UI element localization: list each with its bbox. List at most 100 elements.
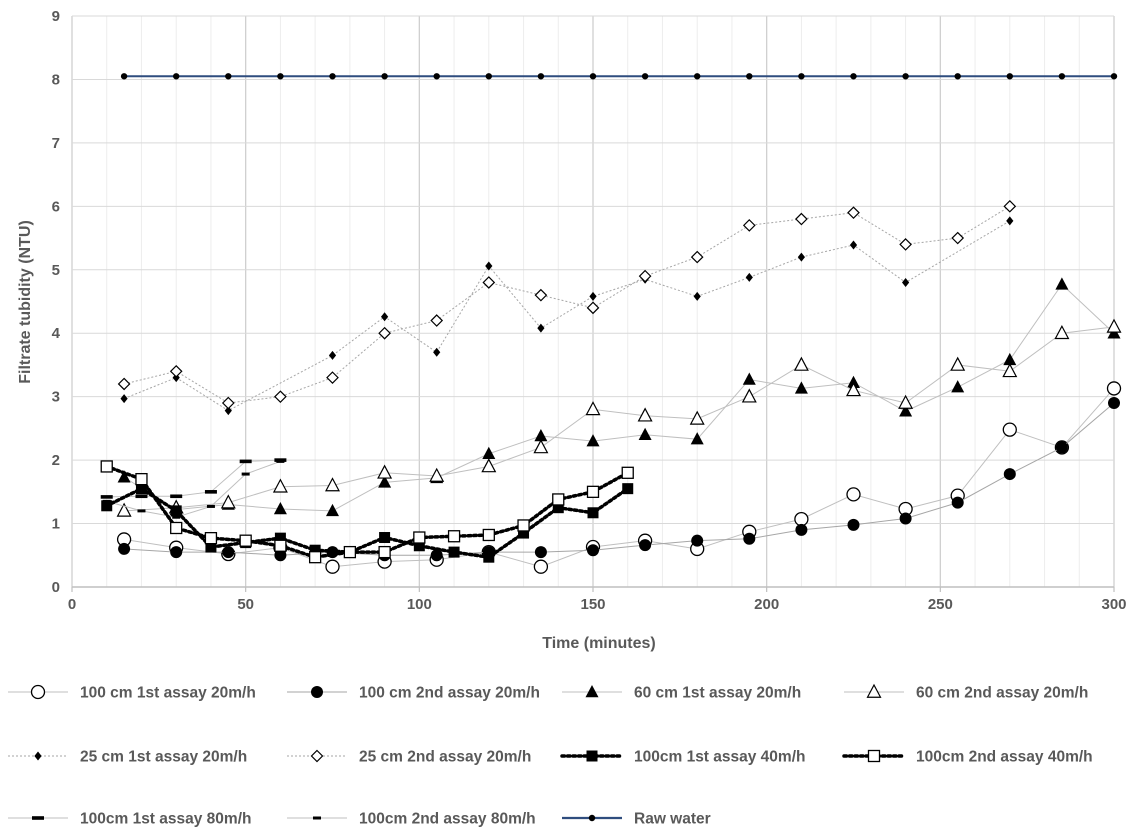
data-point — [847, 375, 860, 388]
legend-marker — [586, 750, 598, 762]
data-point — [485, 261, 493, 271]
data-point — [637, 407, 653, 422]
data-point — [274, 549, 287, 562]
legend-item: 100 cm 1st assay 20m/h — [8, 685, 256, 702]
data-point — [273, 501, 287, 515]
series-5 — [120, 216, 1014, 416]
series-4 — [116, 318, 1122, 517]
data-point — [534, 546, 547, 559]
data-point — [221, 396, 235, 410]
series-line — [123, 205, 1011, 404]
data-point — [173, 73, 180, 80]
data-point — [205, 541, 217, 553]
data-point — [795, 523, 808, 536]
data-point — [1058, 73, 1066, 80]
data-point — [326, 371, 339, 384]
data-point — [533, 439, 549, 454]
data-point — [206, 504, 215, 508]
data-point — [902, 73, 909, 80]
data-point — [518, 527, 530, 539]
data-point — [589, 73, 597, 80]
data-point — [793, 356, 809, 371]
data-point — [241, 472, 250, 476]
data-point — [308, 551, 322, 564]
gridlines — [71, 15, 1115, 588]
tick-labels: 0 50 100 150 200 250 300 0 1 2 3 4 5 6 7 8 9 — [52, 8, 1127, 613]
legend-label: 25 cm 1st assay 20m/h — [80, 749, 247, 766]
plot-area — [100, 73, 1122, 574]
data-point — [170, 505, 182, 517]
y-tick-label: 1 — [52, 516, 60, 533]
data-point — [170, 521, 183, 535]
data-point — [693, 291, 701, 301]
data-point — [1006, 216, 1014, 226]
data-point — [950, 356, 966, 371]
data-point — [448, 546, 460, 558]
data-point — [309, 544, 321, 556]
legend-marker — [310, 749, 324, 763]
data-point — [585, 401, 601, 416]
x-tick-label: 150 — [580, 596, 605, 613]
data-point — [898, 394, 914, 409]
legend-item: 60 cm 1st assay 20m/h — [562, 685, 801, 702]
data-point — [795, 212, 808, 226]
legend-label: 100cm 1st assay 80m/h — [80, 811, 251, 828]
legend-item: Raw water — [562, 811, 711, 828]
y-axis-title: Filtrate tubidity (NTU) — [17, 220, 34, 384]
data-point — [120, 73, 128, 80]
data-point — [537, 73, 545, 80]
data-point — [204, 490, 217, 494]
data-point — [1002, 363, 1018, 378]
data-point — [485, 73, 492, 80]
data-point — [639, 539, 652, 552]
data-point — [220, 494, 236, 509]
data-point — [433, 73, 440, 80]
data-point — [794, 511, 809, 527]
legend-item: 25 cm 2nd assay 20m/h — [287, 749, 531, 766]
data-point — [433, 347, 441, 357]
legend-label: 100 cm 1st assay 20m/h — [80, 685, 256, 702]
data-point — [482, 446, 496, 460]
data-point — [1003, 352, 1017, 366]
series-line — [124, 388, 1115, 568]
y-tick-label: 0 — [52, 579, 60, 596]
data-point — [239, 459, 252, 464]
legend-label: Raw water — [634, 811, 711, 828]
data-point — [899, 404, 913, 417]
legend: 100 cm 1st assay 20m/h 100 cm 2nd assay 2… — [8, 683, 1093, 828]
data-point — [1055, 441, 1068, 454]
data-point — [381, 312, 389, 322]
legend-item: 100cm 2nd assay 80m/h — [287, 811, 536, 828]
legend-label: 25 cm 2nd assay 20m/h — [359, 749, 531, 766]
data-point — [481, 458, 497, 473]
data-point — [622, 483, 634, 495]
data-point — [135, 483, 147, 495]
data-point — [274, 532, 286, 544]
data-point — [847, 206, 860, 220]
data-point — [587, 544, 599, 557]
data-point — [170, 546, 183, 559]
data-point — [797, 252, 805, 262]
data-point — [690, 432, 704, 445]
series-line — [124, 326, 1115, 512]
data-point — [377, 464, 393, 479]
data-point — [225, 73, 232, 80]
data-point — [429, 467, 445, 482]
data-point — [638, 269, 652, 283]
data-point — [847, 518, 860, 531]
legend-label: 100cm 2nd assay 40m/h — [916, 749, 1093, 766]
data-point — [1003, 468, 1016, 481]
data-point — [274, 539, 287, 552]
legend-marker — [585, 685, 599, 698]
series-line — [123, 220, 1011, 412]
data-point — [135, 494, 148, 499]
x-tick-label: 250 — [928, 596, 953, 613]
data-point — [272, 478, 288, 493]
legend-label: 100cm 1st assay 40m/h — [634, 749, 805, 766]
x-tick-label: 0 — [68, 596, 76, 613]
data-point — [328, 350, 337, 360]
data-point — [118, 542, 131, 555]
data-point — [954, 73, 961, 80]
